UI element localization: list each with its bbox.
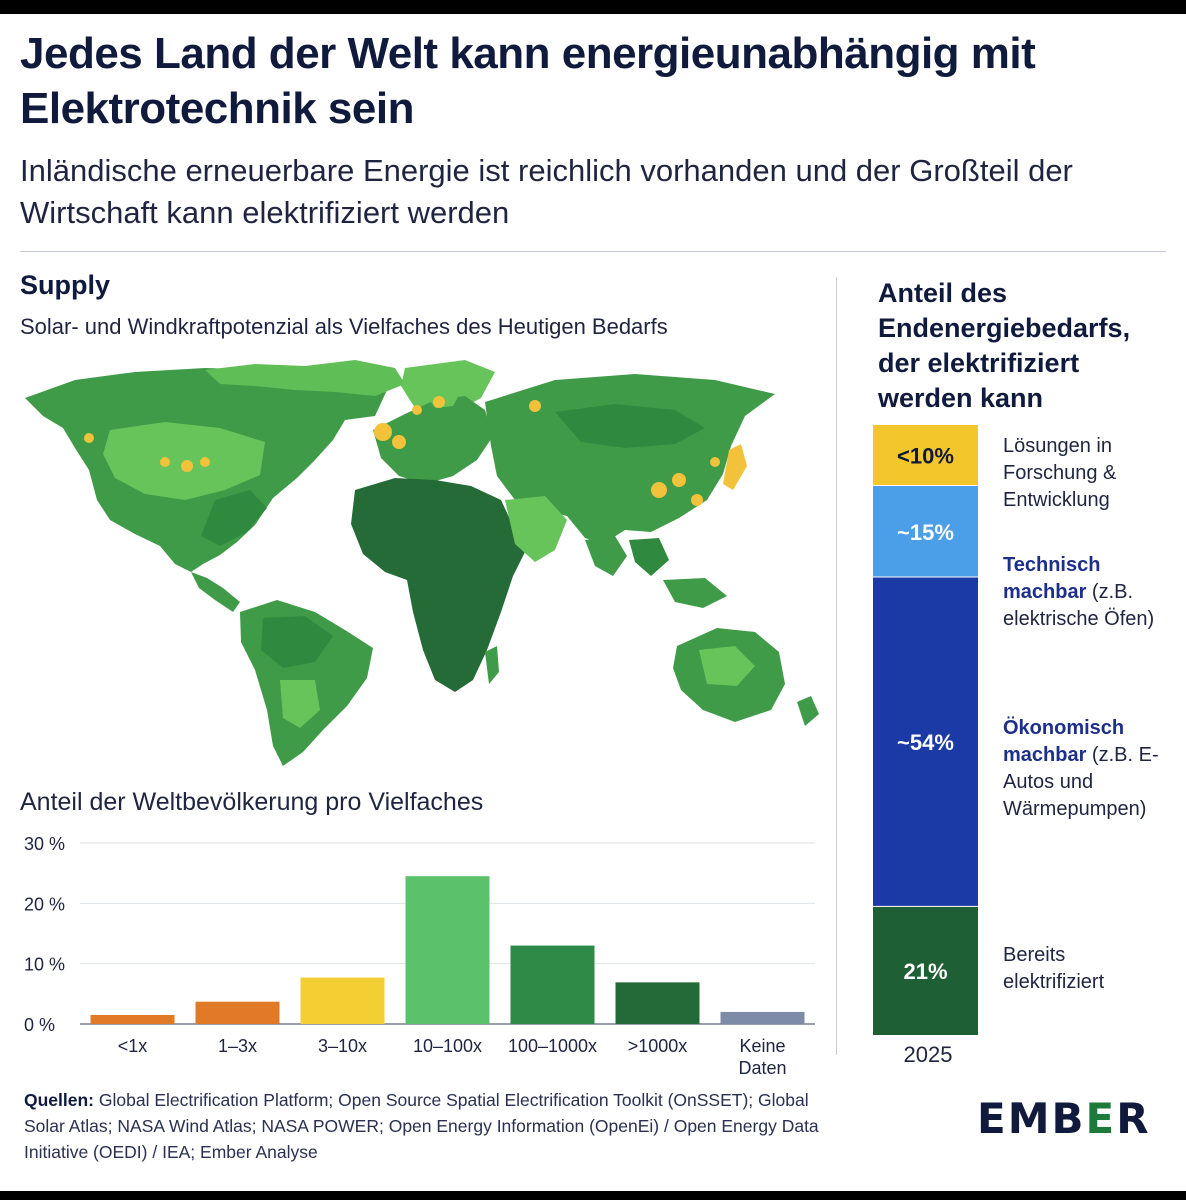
map-africa: [351, 478, 527, 692]
logo-text-1: EMB: [977, 1094, 1086, 1143]
label-technical-bold: Technisch machbar: [1003, 554, 1101, 603]
sources-label: Quellen:: [24, 1090, 95, 1110]
label-technical: Technisch machbar (z.B. elektrische Öfen…: [1003, 552, 1183, 633]
stack-segment: [873, 906, 978, 1035]
label-research-line-1: Lösungen in: [1003, 435, 1112, 457]
y-tick-label: 10 %: [24, 955, 65, 975]
bar: [300, 977, 385, 1024]
x-tick-label: >1000x: [628, 1036, 688, 1056]
stacked-bar-year: 2025: [903, 1042, 953, 1067]
map-south-america: [240, 600, 373, 766]
page-title: Jedes Land der Welt kann energieunabhäng…: [20, 29, 1036, 133]
y-tick-label: 20 %: [24, 894, 65, 914]
logo-text-3: R: [1116, 1094, 1151, 1143]
stack-segment: [873, 425, 978, 486]
world-potential-map: [25, 360, 819, 766]
supply-title: Supply: [20, 270, 111, 300]
electrification-title: Anteil des Endenergiebedarfs, der elektr…: [878, 278, 1131, 413]
label-research-line-2: Forschung &: [1003, 462, 1117, 484]
bar: [510, 945, 595, 1024]
y-tick-label: 30 %: [24, 834, 65, 854]
label-research: Lösungen in Forschung & Entwicklung: [1003, 433, 1183, 514]
bottom-border: [0, 1191, 1186, 1200]
map-australia: [673, 628, 819, 726]
page-subtitle: Inländische erneuerbare Energie ist reic…: [20, 153, 1073, 230]
x-tick-label: Daten: [738, 1058, 786, 1078]
sources-note: Quellen: Global Electrification Platform…: [24, 1087, 844, 1165]
population-bar-chart: 0 % 10 % 20 % 30 % <1x 1–3x 3–10x 10–100x 100–10…: [24, 834, 815, 1078]
supply-subtitle: Solar- und Windkraftpotenzial als Vielfa…: [20, 314, 668, 339]
label-technical-rest: (z.B. elektrische Öfen): [1003, 581, 1155, 630]
logo-text-2: E: [1085, 1094, 1117, 1143]
bar: [615, 982, 700, 1024]
x-tick-label: 10–100x: [413, 1036, 482, 1056]
label-economic: Ökonomisch machbar (z.B. E-Autos und Wär…: [1003, 715, 1183, 823]
sources-text: Global Electrification Platform; Open So…: [24, 1090, 819, 1162]
ember-logo: EMBER: [977, 1094, 1151, 1143]
population-chart-title: Anteil der Weltbevölkerung pro Vielfache…: [20, 788, 484, 816]
x-tick-label: 3–10x: [318, 1036, 367, 1056]
stack-segment-label: <10%: [897, 444, 954, 469]
stack-segment-label: ~54%: [897, 730, 954, 755]
bar: [720, 1011, 805, 1024]
y-tick-label: 0 %: [24, 1015, 55, 1035]
stack-segment: [873, 577, 978, 907]
bar-chart-bars: [90, 876, 805, 1024]
x-tick-label: 1–3x: [218, 1036, 257, 1056]
bar: [405, 876, 490, 1024]
stack-segment: [873, 486, 978, 578]
stack-segment-label: 21%: [903, 959, 947, 984]
label-research-line-3: Entwicklung: [1003, 489, 1110, 511]
stack-segment-label: ~15%: [897, 520, 954, 545]
x-tick-label: <1x: [118, 1036, 148, 1056]
label-electrified: Bereits elektrifiziert: [1003, 942, 1183, 996]
map-japan: [723, 444, 747, 490]
top-border: [0, 0, 1186, 14]
header-divider: [20, 251, 1166, 252]
label-economic-bold: Ökonomisch machbar: [1003, 717, 1125, 766]
x-tick-label: 100–1000x: [508, 1036, 597, 1056]
label-electrified-line-2: elektrifiziert: [1003, 971, 1105, 993]
bar-chart-labels: 0 % 10 % 20 % 30 % <1x 1–3x 3–10x 10–100x 100–10…: [24, 834, 787, 1078]
map-asia: [485, 374, 775, 608]
electrification-stacked-bar: <10% ~15% ~54% 21%: [873, 425, 978, 1035]
bar: [90, 1014, 175, 1024]
x-tick-label: Keine: [739, 1036, 785, 1056]
map-high-potential-areas: [84, 396, 720, 506]
map-north-america: [25, 360, 405, 612]
column-divider: [836, 277, 837, 1055]
label-electrified-line-1: Bereits: [1003, 944, 1066, 966]
map-europe: [373, 380, 493, 484]
bar: [195, 1001, 280, 1024]
label-economic-rest: (z.B. E-Autos und Wärmepumpen): [1003, 744, 1159, 820]
